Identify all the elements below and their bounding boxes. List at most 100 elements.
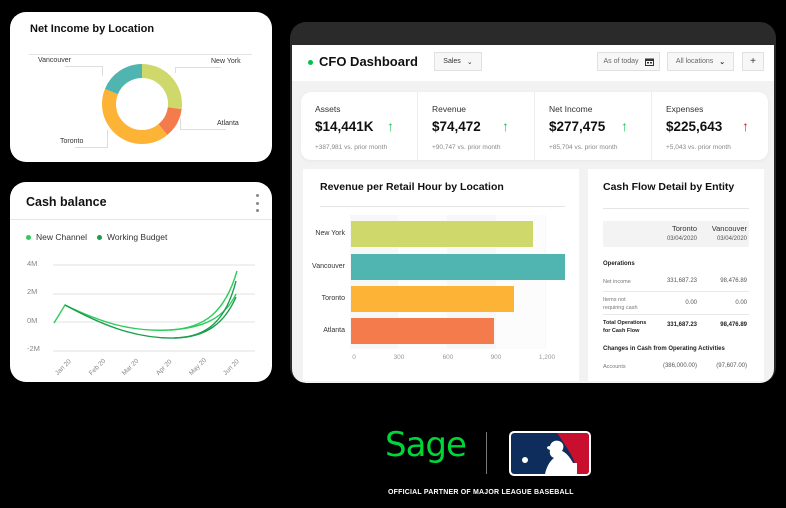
y-tick: 4M bbox=[27, 259, 38, 268]
panel-title: Revenue per Retail Hour by Location bbox=[320, 181, 504, 193]
kpi-net-income[interactable]: Net Income $277,475 ↑ +85,704 vs. prior … bbox=[535, 92, 652, 160]
dashboard-title: CFO Dashboard bbox=[319, 54, 418, 69]
kpi-expenses[interactable]: Expenses $225,643 ↑ +5,043 vs. prior mon… bbox=[652, 92, 768, 160]
legend-dot-icon bbox=[97, 234, 103, 240]
view-select-value: Sales bbox=[443, 58, 461, 65]
x-tick: 0 bbox=[352, 354, 356, 361]
kpi-row: Assets $14,441K ↑ +387,981 vs. prior mon… bbox=[301, 92, 768, 160]
cash-balance-line-chart[interactable] bbox=[10, 182, 272, 382]
cfo-dashboard-window: CFO Dashboard Sales ⌄ As of today All lo… bbox=[290, 22, 776, 383]
divider bbox=[603, 208, 749, 209]
donut-label-toronto: Toronto bbox=[60, 138, 84, 145]
cash-flow-header: Toronto 03/04/2020 Vancouver 03/04/2020 bbox=[603, 221, 749, 247]
arrow-up-icon: ↑ bbox=[621, 118, 628, 134]
chevron-down-icon: ⌄ bbox=[719, 58, 726, 66]
row-label: Items not requiring cash bbox=[603, 297, 638, 311]
add-button[interactable]: + bbox=[742, 52, 764, 71]
cash-flow-panel: Cash Flow Detail by Entity Toronto 03/04… bbox=[588, 169, 764, 381]
legend-dot-icon bbox=[26, 234, 31, 240]
leader-line bbox=[175, 67, 221, 73]
view-select[interactable]: Sales ⌄ bbox=[434, 52, 482, 71]
donut-label-new-york: New York bbox=[211, 58, 241, 65]
donut-label-vancouver: Vancouver bbox=[38, 57, 71, 64]
column-date: 03/04/2020 bbox=[666, 236, 697, 242]
bar-new-york[interactable] bbox=[351, 221, 533, 247]
location-select[interactable]: All locations ⌄ bbox=[667, 52, 734, 71]
kpi-label: Expenses bbox=[666, 104, 704, 114]
net-income-title: Net Income by Location bbox=[30, 23, 155, 35]
row-label: Total Operations for Cash Flow bbox=[603, 320, 647, 334]
x-tick: 300 bbox=[393, 354, 405, 361]
bar-vancouver[interactable] bbox=[351, 254, 565, 280]
legend-item-new-channel[interactable]: New Channel bbox=[26, 232, 87, 242]
leader-line bbox=[65, 66, 103, 76]
mlb-logo-icon bbox=[509, 431, 591, 476]
net-income-card: Net Income by Location Vancouver New Yor… bbox=[10, 12, 272, 162]
kpi-label: Net Income bbox=[549, 104, 593, 114]
calendar-icon bbox=[644, 58, 654, 66]
kpi-label: Revenue bbox=[432, 104, 467, 114]
y-tick: 2M bbox=[27, 287, 38, 296]
cell-value: (386,000.00) bbox=[662, 363, 697, 369]
divider bbox=[320, 206, 565, 207]
legend-label: New Channel bbox=[36, 232, 88, 242]
chart-legend: New Channel Working Budget bbox=[26, 232, 167, 242]
cell-value: 331,687.23 bbox=[666, 278, 697, 284]
leader-line bbox=[75, 130, 108, 148]
row-label: Accounts bbox=[603, 364, 626, 370]
legend-label: Working Budget bbox=[107, 232, 168, 242]
kpi-delta: +387,981 vs. prior month bbox=[315, 144, 388, 151]
bar-label: Atlanta bbox=[323, 327, 345, 334]
divider bbox=[29, 54, 252, 55]
cell-value: 98,476.89 bbox=[720, 322, 747, 328]
net-income-donut-chart[interactable] bbox=[102, 64, 182, 144]
status-dot-icon bbox=[308, 60, 313, 65]
date-button-label: As of today bbox=[603, 58, 639, 65]
kpi-value: $14,441K bbox=[315, 119, 374, 134]
x-tick: 600 bbox=[442, 354, 454, 361]
cell-value: 0.00 bbox=[685, 300, 697, 306]
dashboard-header: CFO Dashboard Sales ⌄ As of today All lo… bbox=[292, 45, 774, 81]
donut-slice-toronto bbox=[102, 64, 182, 144]
dashboard-content: CFO Dashboard Sales ⌄ As of today All lo… bbox=[292, 45, 774, 383]
arrow-up-icon: ↑ bbox=[502, 118, 509, 134]
column-header-vancouver: Vancouver bbox=[711, 224, 747, 233]
panel-title: Cash Flow Detail by Entity bbox=[603, 181, 735, 193]
cell-value: 98,476.89 bbox=[720, 278, 747, 284]
kpi-label: Assets bbox=[315, 104, 341, 114]
legend-item-working-budget[interactable]: Working Budget bbox=[97, 232, 167, 242]
row-label: Net income bbox=[603, 279, 631, 285]
donut-label-atlanta: Atlanta bbox=[217, 120, 239, 127]
kpi-value: $74,472 bbox=[432, 119, 481, 134]
leader-line bbox=[180, 118, 226, 130]
x-tick: 1,200 bbox=[538, 354, 556, 361]
kpi-value: $277,475 bbox=[549, 119, 606, 134]
sage-logo: Sage bbox=[385, 425, 467, 465]
donut-slice-vancouver bbox=[102, 64, 182, 144]
bar-label: New York bbox=[315, 230, 345, 237]
cash-balance-title: Cash balance bbox=[26, 195, 107, 209]
kpi-delta: +5,043 vs. prior month bbox=[666, 144, 731, 151]
cash-balance-card: Cash balance New Channel Working Budget … bbox=[10, 182, 272, 382]
arrow-up-icon: ↑ bbox=[742, 118, 749, 134]
cell-value: 331,687.23 bbox=[666, 322, 697, 328]
revenue-per-hour-panel: Revenue per Retail Hour by Location New … bbox=[303, 169, 579, 381]
kpi-revenue[interactable]: Revenue $74,472 ↑ +90,747 vs. prior mont… bbox=[418, 92, 535, 160]
kebab-menu-icon[interactable] bbox=[254, 194, 260, 212]
x-tick: 900 bbox=[490, 354, 502, 361]
y-tick: -2M bbox=[27, 344, 40, 353]
kpi-delta: +90,747 vs. prior month bbox=[432, 144, 501, 151]
bar-atlanta[interactable] bbox=[351, 318, 494, 344]
section-heading: Operations bbox=[603, 261, 635, 267]
cell-value: (97,607.00) bbox=[716, 363, 747, 369]
bar-toronto[interactable] bbox=[351, 286, 514, 312]
y-tick: 0M bbox=[27, 316, 38, 325]
chevron-down-icon: ⌄ bbox=[466, 58, 473, 66]
kpi-assets[interactable]: Assets $14,441K ↑ +387,981 vs. prior mon… bbox=[301, 92, 418, 160]
date-button[interactable]: As of today bbox=[597, 52, 660, 71]
divider bbox=[10, 219, 272, 220]
logo-divider bbox=[486, 432, 487, 474]
column-date: 03/04/2020 bbox=[716, 236, 747, 242]
cell-value: 0.00 bbox=[735, 300, 747, 306]
partner-tagline: OFFICIAL PARTNER OF MAJOR LEAGUE BASEBAL… bbox=[388, 489, 574, 496]
